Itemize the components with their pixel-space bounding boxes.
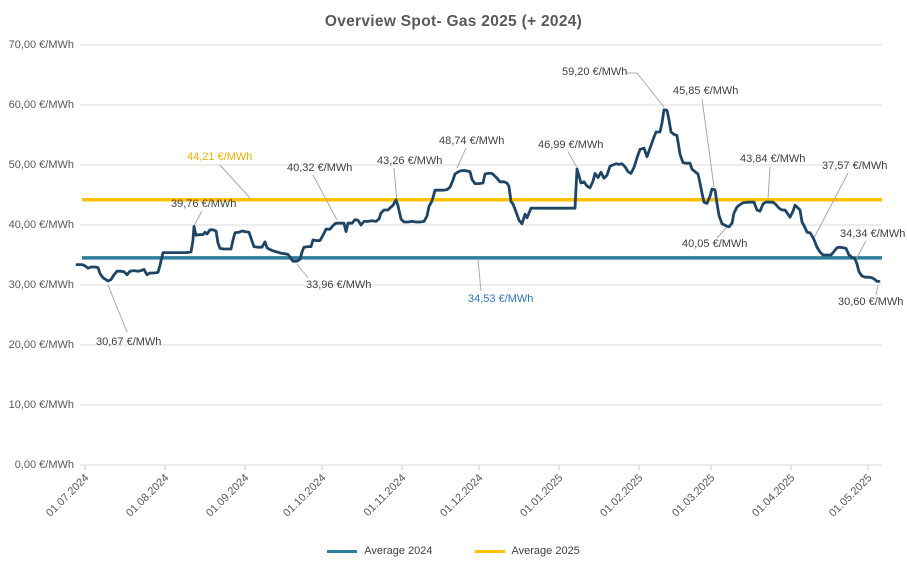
annotation-label: 59,20 €/MWh bbox=[562, 66, 628, 78]
legend: Average 2024 Average 2025 bbox=[0, 545, 907, 557]
y-axis-label: 20,00 €/MWh bbox=[8, 338, 74, 351]
annotation-pointer bbox=[107, 284, 128, 333]
annotation-label: 40,05 €/MWh bbox=[682, 238, 748, 250]
annotation-label: 43,26 €/MWh bbox=[377, 155, 443, 167]
annotation-pointer bbox=[701, 98, 715, 188]
y-axis-label: 50,00 €/MWh bbox=[8, 158, 74, 171]
annotation-label: 33,96 €/MWh bbox=[306, 279, 372, 291]
annotation-pointer bbox=[193, 210, 203, 227]
annotation-pointer bbox=[813, 172, 849, 239]
annotation-pointer bbox=[312, 174, 338, 221]
average-2025-line-swatch bbox=[474, 549, 505, 553]
legend-label-average-2025: Average 2025 bbox=[511, 545, 580, 557]
annotation-pointer bbox=[627, 72, 665, 108]
y-axis-label: 40,00 €/MWh bbox=[8, 218, 74, 231]
legend-item-average-2025: Average 2025 bbox=[474, 545, 580, 557]
annotation-label: 48,74 €/MWh bbox=[439, 135, 505, 147]
annotation-label: 30,60 €/MWh bbox=[838, 296, 904, 308]
annotation-label: 40,32 €/MWh bbox=[287, 162, 353, 174]
annotation-pointer bbox=[219, 164, 251, 199]
average-2024-line-swatch bbox=[327, 549, 358, 553]
annotation-pointer bbox=[393, 167, 398, 203]
chart-title: Overview Spot- Gas 2025 (+ 2024) bbox=[324, 13, 583, 30]
annotation-pointer bbox=[296, 263, 309, 279]
spot-price-line bbox=[75, 108, 881, 283]
annotation-label: 43,84 €/MWh bbox=[740, 153, 806, 165]
annotation-pointer bbox=[456, 147, 467, 169]
annotation-label: 37,57 €/MWh bbox=[822, 160, 888, 172]
legend-label-average-2024: Average 2024 bbox=[364, 545, 433, 557]
annotation-label: 30,67 €/MWh bbox=[96, 336, 162, 348]
annotation-label: 45,85 €/MWh bbox=[673, 85, 739, 97]
annotation-pointer bbox=[875, 284, 879, 296]
annotation-pointer bbox=[716, 226, 728, 239]
y-axis-label: 30,00 €/MWh bbox=[8, 278, 74, 291]
legend-item-average-2024: Average 2024 bbox=[327, 545, 433, 557]
y-axis-label: 10,00 €/MWh bbox=[8, 398, 74, 411]
annotation-pointer bbox=[855, 240, 867, 260]
y-axis-label: 60,00 €/MWh bbox=[8, 98, 74, 111]
annotation-pointer bbox=[477, 259, 482, 292]
annotation-label: 34,53 €/MWh bbox=[468, 293, 534, 305]
annotation-label: 44,21 €/MWh bbox=[187, 151, 253, 163]
annotation-label: 34,34 €/MWh bbox=[840, 228, 906, 240]
annotation-pointer bbox=[767, 166, 771, 200]
y-axis-label: 70,00 €/MWh bbox=[8, 38, 74, 51]
annotation-pointer bbox=[567, 151, 579, 170]
annotation-label: 46,99 €/MWh bbox=[538, 139, 604, 151]
annotation-label: 39,76 €/MWh bbox=[171, 198, 237, 210]
y-axis-label: 0,00 €/MWh bbox=[14, 458, 74, 471]
